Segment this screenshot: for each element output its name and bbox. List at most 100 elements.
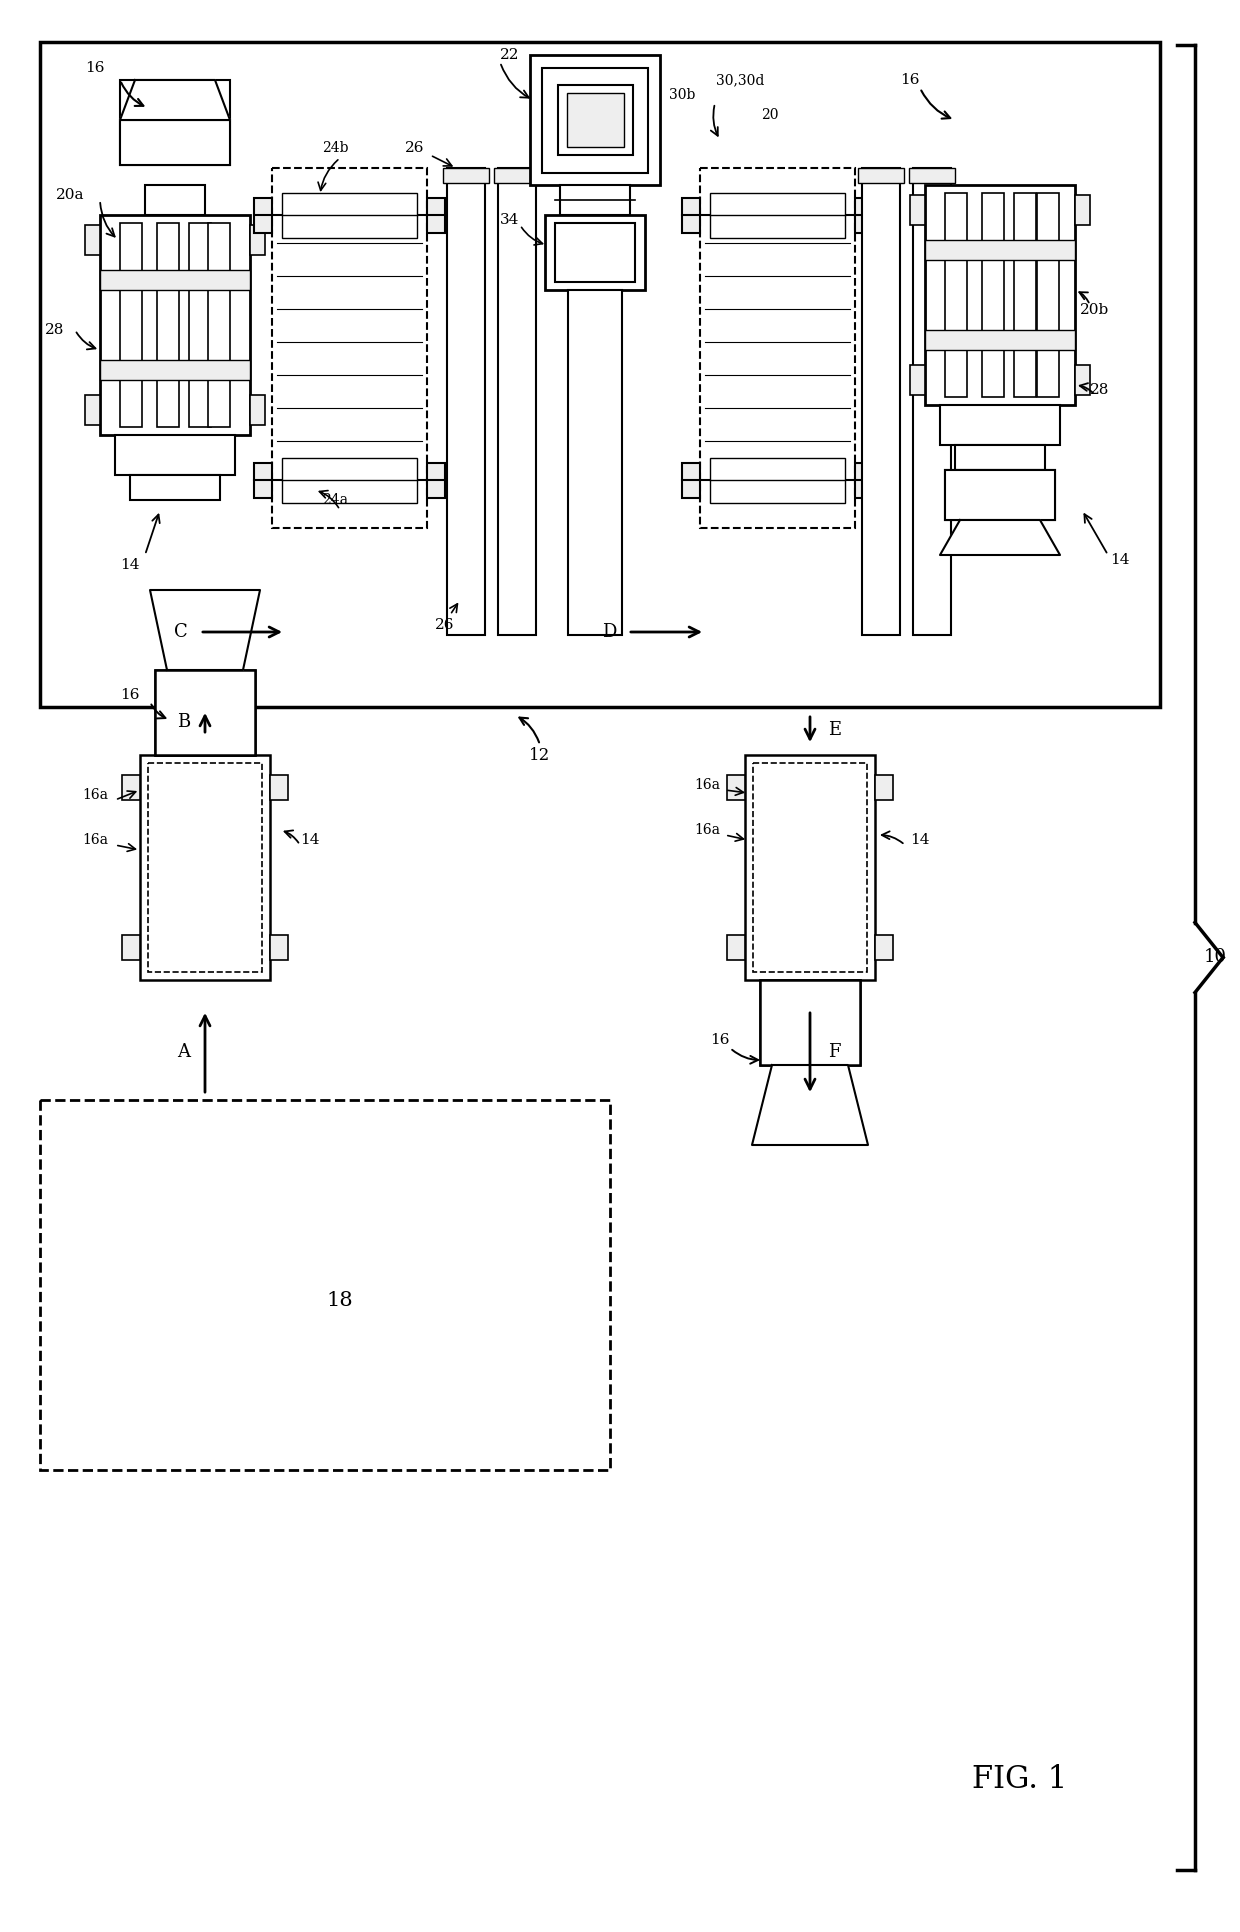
- Polygon shape: [940, 520, 1060, 554]
- Bar: [270, 775, 288, 800]
- Bar: [1075, 365, 1090, 394]
- Bar: [427, 464, 445, 498]
- Text: 14: 14: [300, 833, 320, 846]
- Text: 16: 16: [900, 73, 920, 87]
- Bar: [250, 224, 265, 255]
- Bar: [148, 763, 262, 972]
- Bar: [250, 394, 265, 425]
- Bar: [208, 222, 229, 427]
- Bar: [120, 120, 229, 164]
- Bar: [753, 763, 867, 972]
- Text: 24a: 24a: [322, 493, 348, 506]
- Bar: [682, 464, 701, 498]
- Bar: [254, 197, 272, 234]
- Bar: [982, 193, 1004, 396]
- Text: 34: 34: [500, 213, 520, 226]
- Polygon shape: [120, 79, 229, 120]
- Bar: [940, 406, 1060, 444]
- Bar: [86, 394, 100, 425]
- Bar: [498, 168, 536, 636]
- Bar: [925, 330, 1075, 350]
- Bar: [856, 197, 873, 234]
- Bar: [567, 93, 624, 147]
- Bar: [100, 359, 250, 381]
- Text: 30b: 30b: [668, 89, 694, 102]
- Bar: [558, 85, 632, 155]
- Text: 20: 20: [761, 108, 779, 122]
- Bar: [955, 444, 1045, 469]
- Text: 14: 14: [120, 558, 140, 572]
- Bar: [157, 222, 179, 427]
- Text: 12: 12: [529, 746, 551, 763]
- Text: 16: 16: [711, 1034, 730, 1047]
- Bar: [120, 222, 143, 427]
- Bar: [542, 68, 649, 174]
- Bar: [909, 168, 955, 184]
- Bar: [272, 168, 427, 527]
- Text: F: F: [828, 1043, 841, 1061]
- Bar: [270, 935, 288, 960]
- Text: 28: 28: [46, 323, 64, 336]
- Text: 28: 28: [1090, 383, 1110, 396]
- Text: 16a: 16a: [694, 823, 720, 837]
- Text: 20b: 20b: [1080, 303, 1110, 317]
- Bar: [155, 670, 255, 755]
- Bar: [945, 193, 967, 396]
- Bar: [40, 43, 1159, 707]
- Bar: [446, 168, 485, 636]
- Bar: [443, 168, 489, 184]
- Bar: [875, 775, 893, 800]
- Text: 10: 10: [1204, 949, 1226, 966]
- Text: 30,30d: 30,30d: [715, 73, 764, 87]
- Bar: [925, 185, 1075, 406]
- Bar: [281, 193, 417, 238]
- Bar: [925, 240, 1075, 261]
- Text: FIG. 1: FIG. 1: [972, 1764, 1068, 1795]
- Bar: [875, 935, 893, 960]
- Bar: [122, 935, 140, 960]
- Bar: [560, 185, 630, 214]
- Bar: [910, 365, 925, 394]
- Text: 26: 26: [405, 141, 425, 155]
- Bar: [100, 270, 250, 290]
- Bar: [145, 185, 205, 214]
- Bar: [1075, 195, 1090, 224]
- Bar: [556, 222, 635, 282]
- Text: 24b: 24b: [321, 141, 348, 155]
- Text: 14: 14: [1110, 553, 1130, 566]
- Bar: [858, 168, 904, 184]
- Bar: [1037, 193, 1059, 396]
- Bar: [115, 435, 236, 475]
- Text: 14: 14: [910, 833, 930, 846]
- Text: C: C: [175, 622, 188, 641]
- Bar: [120, 79, 229, 164]
- Polygon shape: [150, 589, 260, 670]
- Bar: [727, 775, 745, 800]
- Text: 18: 18: [326, 1291, 353, 1310]
- Bar: [727, 935, 745, 960]
- Bar: [281, 458, 417, 502]
- Bar: [745, 755, 875, 980]
- Text: E: E: [828, 721, 841, 740]
- Bar: [427, 197, 445, 234]
- Text: B: B: [177, 713, 190, 730]
- Text: 16a: 16a: [82, 833, 108, 846]
- Text: 16a: 16a: [694, 779, 720, 792]
- Bar: [856, 464, 873, 498]
- Bar: [701, 168, 856, 527]
- Bar: [913, 168, 951, 636]
- Text: 16: 16: [86, 62, 104, 75]
- Text: 22: 22: [500, 48, 520, 62]
- Bar: [760, 980, 861, 1065]
- Bar: [711, 458, 844, 502]
- Text: A: A: [177, 1043, 190, 1061]
- Bar: [40, 1099, 610, 1470]
- Bar: [568, 290, 622, 636]
- Bar: [910, 195, 925, 224]
- Bar: [494, 168, 539, 184]
- Bar: [155, 670, 255, 755]
- Bar: [546, 214, 645, 290]
- Bar: [86, 224, 100, 255]
- Bar: [254, 464, 272, 498]
- Bar: [130, 475, 219, 500]
